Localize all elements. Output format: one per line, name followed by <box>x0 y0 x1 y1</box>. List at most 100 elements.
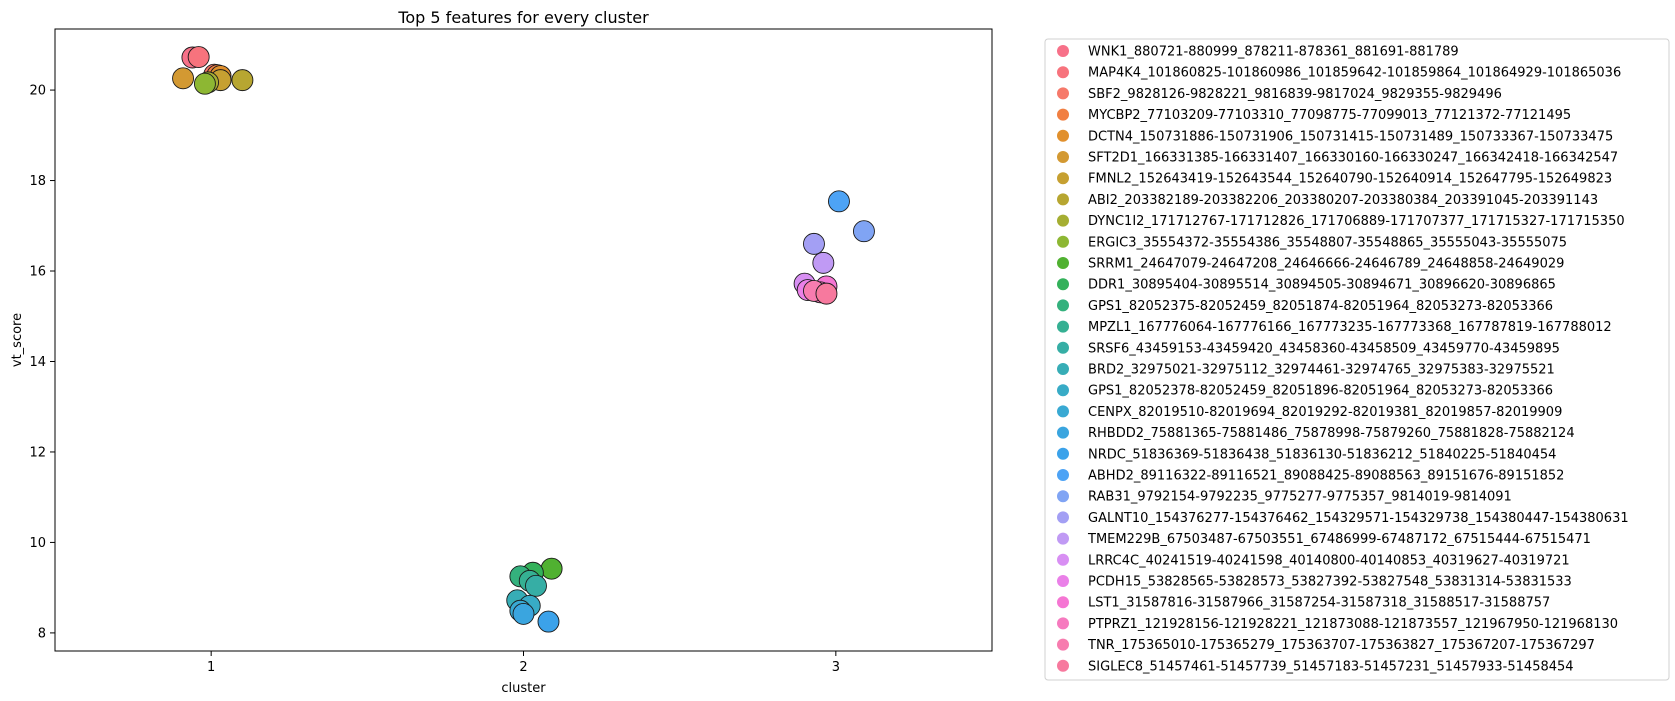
legend-entry: MYCBP2_77103209-77103310_77098775-770990… <box>1057 108 1571 123</box>
legend-label: SFT2D1_166331385-166331407_166330160-166… <box>1088 151 1618 166</box>
legend-marker <box>1057 596 1069 609</box>
legend-frame <box>1044 38 1670 681</box>
legend-label: RHBDD2_75881365-75881486_75878998-758792… <box>1088 426 1575 441</box>
data-point <box>540 557 563 580</box>
legend-marker <box>1057 405 1069 418</box>
legend-marker <box>1057 45 1069 57</box>
legend-label: ERGIC3_35554372-35554386_35548807-355488… <box>1088 235 1567 250</box>
y-tick-label: 10 <box>29 536 46 551</box>
legend-entry: NRDC_51836369-51836438_51836130-51836212… <box>1057 447 1556 462</box>
legend-marker <box>1057 278 1069 291</box>
legend-marker <box>1057 384 1069 397</box>
legend-entry: SIGLEC8_51457461-51457739_51457183-51457… <box>1057 659 1574 674</box>
legend-marker <box>1057 108 1069 121</box>
legend-marker <box>1057 129 1069 142</box>
legend-marker <box>1057 575 1069 587</box>
legend-entry: CENPX_82019510-82019694_82019292-8201938… <box>1057 405 1562 420</box>
legend-entry: ERGIC3_35554372-35554386_35548807-355488… <box>1057 235 1567 250</box>
data-point <box>815 282 838 305</box>
legend-marker <box>1057 87 1069 100</box>
x-tick-label: 3 <box>832 660 840 675</box>
legend-entry: GPS1_82052378-82052459_82051896-82051964… <box>1057 384 1553 399</box>
legend-entry: TNR_175365010-175365279_175363707-175363… <box>1057 638 1595 653</box>
y-tick-label: 16 <box>29 265 46 280</box>
x-axis-label: cluster <box>501 681 546 696</box>
legend-label: LRRC4C_40241519-40241598_40140800-401408… <box>1088 553 1570 568</box>
legend-label: ABHD2_89116322-89116521_89088425-8908856… <box>1088 469 1564 484</box>
data-point <box>812 251 835 274</box>
legend-entry: MAP4K4_101860825-101860986_101859642-101… <box>1057 66 1621 81</box>
legend: WNK1_880721-880999_878211-878361_881691-… <box>1044 38 1670 681</box>
legend-label: DDR1_30895404-30895514_30894505-30894671… <box>1088 278 1556 293</box>
legend-entry: ABHD2_89116322-89116521_89088425-8908856… <box>1057 469 1564 484</box>
legend-label: DYNC1I2_171712767-171712826_171706889-17… <box>1088 214 1625 229</box>
data-point <box>852 220 875 243</box>
legend-marker <box>1057 341 1069 354</box>
legend-entry: FMNL2_152643419-152643544_152640790-1526… <box>1057 172 1612 187</box>
data-point <box>537 610 560 633</box>
legend-marker <box>1057 447 1069 460</box>
data-point <box>525 574 547 597</box>
legend-label: SRSF6_43459153-43459420_43458360-4345850… <box>1088 341 1560 356</box>
legend-label: PCDH15_53828565-53828573_53827392-538275… <box>1088 575 1572 590</box>
plot-frame <box>54 28 993 652</box>
legend-entry: DYNC1I2_171712767-171712826_171706889-17… <box>1057 214 1625 229</box>
legend-label: CENPX_82019510-82019694_82019292-8201938… <box>1088 405 1562 420</box>
legend-entry: DDR1_30895404-30895514_30894505-30894671… <box>1057 278 1556 293</box>
chart-title: Top 5 features for every cluster <box>397 8 649 27</box>
data-point <box>231 69 254 92</box>
legend-label: SBF2_9828126-9828221_9816839-9817024_982… <box>1088 87 1502 102</box>
legend-label: LST1_31587816-31587966_31587254-31587318… <box>1088 596 1550 611</box>
y-tick-label: 14 <box>29 355 46 370</box>
legend-label: SRRM1_24647079-24647208_24646666-2464678… <box>1088 257 1564 272</box>
legend-marker <box>1057 235 1069 248</box>
data-point <box>803 232 825 255</box>
legend-entry: BRD2_32975021-32975112_32974461-32974765… <box>1057 363 1555 378</box>
plot-area <box>55 29 992 651</box>
legend-marker <box>1057 617 1069 630</box>
legend-entry: RAB31_9792154-9792235_9775277-9775357_98… <box>1057 490 1512 505</box>
legend-label: WNK1_880721-880999_878211-878361_881691-… <box>1088 45 1459 60</box>
x-tick-label: 1 <box>207 660 215 675</box>
legend-entry: LST1_31587816-31587966_31587254-31587318… <box>1057 596 1550 611</box>
legend-marker <box>1057 172 1069 185</box>
legend-marker <box>1057 553 1069 566</box>
legend-entry: ABI2_203382189-203382206_203380207-20338… <box>1057 193 1598 208</box>
legend-marker <box>1057 511 1069 524</box>
legend-marker <box>1057 490 1069 503</box>
legend-entry: DCTN4_150731886-150731906_150731415-1507… <box>1057 129 1613 144</box>
legend-marker <box>1057 532 1069 545</box>
legend-marker <box>1057 659 1069 672</box>
legend-label: SIGLEC8_51457461-51457739_51457183-51457… <box>1088 659 1574 674</box>
legend-label: GPS1_82052375-82052459_82051874-82051964… <box>1088 299 1553 314</box>
data-points <box>172 46 875 633</box>
legend-entry: SRSF6_43459153-43459420_43458360-4345850… <box>1057 341 1560 356</box>
y-tick-label: 20 <box>29 84 46 99</box>
legend-label: TMEM229B_67503487-67503551_67486999-6748… <box>1087 532 1591 547</box>
legend-label: MYCBP2_77103209-77103310_77098775-770990… <box>1088 108 1571 123</box>
legend-label: PTPRZ1_121928156-121928221_121873088-121… <box>1088 617 1618 632</box>
legend-marker <box>1057 320 1069 333</box>
legend-items: WNK1_880721-880999_878211-878361_881691-… <box>1057 45 1629 674</box>
legend-label: GPS1_82052378-82052459_82051896-82051964… <box>1088 384 1553 399</box>
data-point <box>512 602 535 625</box>
legend-entry: PTPRZ1_121928156-121928221_121873088-121… <box>1057 617 1618 632</box>
x-axis-ticks: 1 2 3 <box>207 651 840 675</box>
data-point <box>193 72 216 95</box>
legend-entry: MPZL1_167776064-167776166_167773235-1677… <box>1057 320 1612 335</box>
legend-marker <box>1057 299 1069 312</box>
legend-entry: TMEM229B_67503487-67503551_67486999-6748… <box>1057 532 1591 547</box>
legend-entry: SBF2_9828126-9828221_9816839-9817024_982… <box>1057 87 1502 102</box>
legend-entry: PCDH15_53828565-53828573_53827392-538275… <box>1057 575 1572 590</box>
y-axis-ticks: 8 10 12 14 16 18 20 <box>29 84 55 641</box>
y-tick-label: 8 <box>38 626 46 641</box>
legend-marker <box>1057 257 1069 269</box>
legend-entry: WNK1_880721-880999_878211-878361_881691-… <box>1057 45 1459 60</box>
legend-marker <box>1057 214 1069 227</box>
legend-entry: SFT2D1_166331385-166331407_166330160-166… <box>1057 151 1618 166</box>
data-point <box>172 67 195 90</box>
legend-label: BRD2_32975021-32975112_32974461-32974765… <box>1088 363 1555 378</box>
legend-label: ABI2_203382189-203382206_203380207-20338… <box>1088 193 1598 208</box>
legend-marker <box>1057 426 1069 439</box>
